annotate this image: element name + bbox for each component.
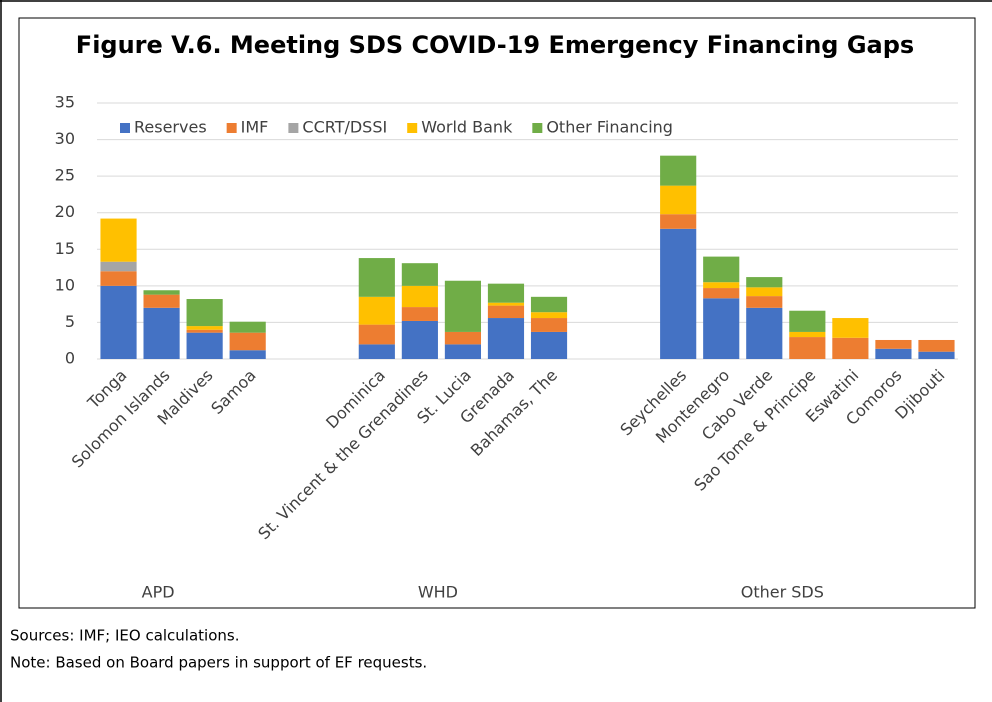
group-label: WHD xyxy=(418,583,458,602)
legend-swatch xyxy=(120,123,130,133)
sources: Sources: IMF; IEO calculations. xyxy=(10,627,239,645)
bar-segment xyxy=(358,296,395,325)
y-tick-label: 0 xyxy=(65,349,75,368)
bar-segment xyxy=(487,318,525,359)
bar-segment xyxy=(918,339,955,352)
bar-segment xyxy=(186,299,223,327)
y-tick-label: 5 xyxy=(65,312,75,331)
bar-segment xyxy=(703,282,740,289)
bar-segment xyxy=(530,318,568,332)
x-tick-label: St. Vincent & the Grenadines xyxy=(254,366,432,544)
legend-label: Reserves xyxy=(134,118,207,137)
bar-segment xyxy=(660,214,697,229)
legend-label: Other Financing xyxy=(546,118,673,137)
bar-segment xyxy=(789,331,826,338)
bar-segment xyxy=(660,228,697,359)
chart-title: Figure V.6. Meeting SDS COVID-19 Emergen… xyxy=(76,31,914,59)
bar-segment xyxy=(401,263,438,286)
bar-segment xyxy=(143,290,180,295)
y-tick-label: 35 xyxy=(55,93,75,112)
group-label: Other SDS xyxy=(741,583,824,602)
bar-segment xyxy=(358,344,395,359)
bar-segment xyxy=(444,344,482,359)
y-tick-label: 20 xyxy=(55,202,75,221)
legend-swatch xyxy=(288,123,299,133)
bar-segment xyxy=(358,258,395,297)
bar-segment xyxy=(487,305,525,319)
bar-segment xyxy=(746,296,783,308)
bar-segment xyxy=(229,321,266,333)
bar-segment xyxy=(746,307,783,359)
bar-segment xyxy=(229,332,266,351)
bar-segment xyxy=(444,280,482,332)
bar-segment xyxy=(703,288,740,299)
bar-segment xyxy=(100,271,137,286)
bar-segment xyxy=(789,310,826,332)
bar-segment xyxy=(444,331,482,345)
y-tick-label: 10 xyxy=(55,275,75,294)
bar-segment xyxy=(401,285,438,308)
bar-segment xyxy=(100,261,137,272)
group-label: APD xyxy=(142,583,175,602)
bar-segment xyxy=(358,324,395,345)
bar-segment xyxy=(186,326,223,330)
bar-segment xyxy=(875,348,912,359)
bar-segment xyxy=(703,256,740,283)
bar-segment xyxy=(530,296,568,313)
bar-segment xyxy=(875,339,912,349)
bar-segment xyxy=(186,332,223,359)
bar-segment xyxy=(530,331,568,359)
bar-segment xyxy=(143,307,180,359)
bar-segment xyxy=(746,287,783,297)
bar-segment xyxy=(660,185,697,215)
bar-segment xyxy=(186,329,223,333)
legend-label: IMF xyxy=(241,118,269,137)
bar-segment xyxy=(401,320,438,359)
legend-swatch xyxy=(407,123,418,133)
bar-segment xyxy=(100,218,137,262)
bar-segment xyxy=(832,337,869,359)
legend-label: CCRT/DSSI xyxy=(302,118,387,137)
bar-segment xyxy=(143,294,180,308)
legend-swatch xyxy=(226,123,237,133)
legend-label: World Bank xyxy=(421,118,513,137)
bar-segment xyxy=(703,298,740,359)
bar-segment xyxy=(229,350,266,359)
bar-segment xyxy=(530,312,568,319)
y-tick-label: 25 xyxy=(55,166,75,185)
y-tick-label: 15 xyxy=(55,239,75,258)
x-tick-label: Samoa xyxy=(207,366,259,418)
bar-segment xyxy=(401,307,438,321)
bar-segment xyxy=(487,302,525,306)
bar-segment xyxy=(100,285,137,359)
y-tick-label: 30 xyxy=(55,129,75,148)
note: Note: Based on Board papers in support o… xyxy=(10,654,427,672)
bar-segment xyxy=(660,155,697,186)
bar-segment xyxy=(789,337,826,359)
legend-swatch xyxy=(532,123,543,133)
chart-frame xyxy=(18,17,976,609)
bar-segment xyxy=(832,318,869,338)
bar-segment xyxy=(918,351,955,359)
bar-segment xyxy=(487,283,525,303)
bar-segment xyxy=(746,277,783,288)
